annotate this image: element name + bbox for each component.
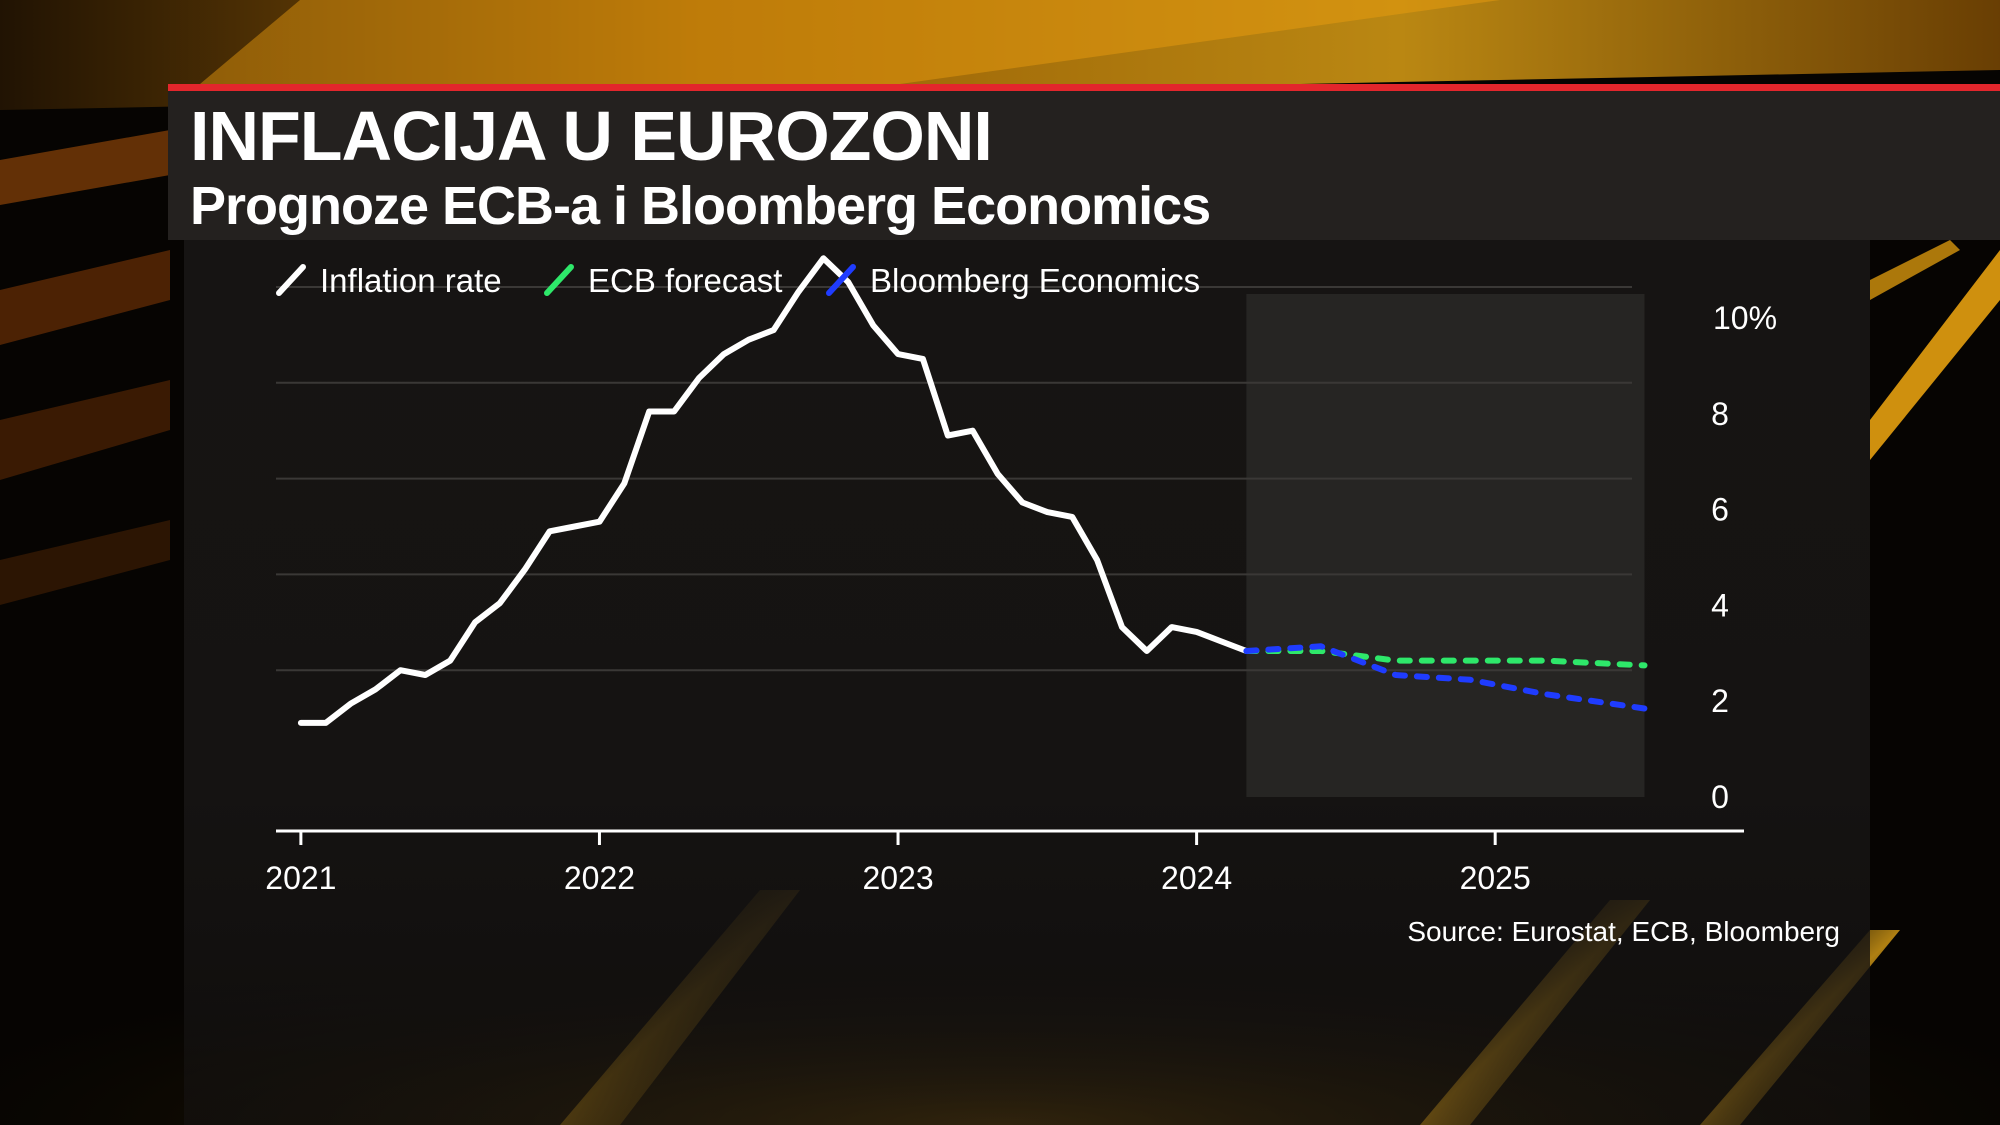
series-lines <box>297 255 1648 726</box>
y-axis-ticks: 0 2 4 6 8 10% <box>1711 300 1777 815</box>
y-tick-label-4: 4 <box>1711 587 1729 623</box>
gridlines <box>276 286 1632 672</box>
y-tick-label-10: 10% <box>1713 300 1777 336</box>
legend-label-inflation-rate: Inflation rate <box>320 262 502 299</box>
x-tick-label-2024: 2024 <box>1161 860 1232 896</box>
legend-swatch-inflation-rate <box>276 264 306 296</box>
y-tick-label-2: 2 <box>1711 683 1729 719</box>
legend-label-ecb-forecast: ECB forecast <box>588 262 782 299</box>
legend-swatch-bloomberg-economics <box>826 264 856 296</box>
legend: Inflation rate ECB forecast Bloomberg Ec… <box>276 262 1200 299</box>
legend-item-ecb-forecast: ECB forecast <box>544 262 782 299</box>
y-tick-label-8: 8 <box>1711 396 1729 432</box>
series-line-ecb-forecast <box>1243 648 1648 669</box>
forecast-period-band <box>1246 294 1645 797</box>
legend-swatch-ecb-forecast <box>544 264 574 296</box>
series-line-inflation-rate <box>297 255 1250 726</box>
legend-item-inflation-rate: Inflation rate <box>276 262 502 299</box>
x-tick-label-2021: 2021 <box>265 860 336 896</box>
legend-item-bloomberg-economics: Bloomberg Economics <box>826 262 1200 299</box>
x-axis-ticks: 2021 2022 2023 2024 2025 <box>265 831 1531 896</box>
source-note: Source: Eurostat, ECB, Bloomberg <box>1407 916 1840 947</box>
x-tick-label-2022: 2022 <box>564 860 635 896</box>
header-banner: INFLACIJA U EUROZONI Prognoze ECB-a i Bl… <box>168 84 2000 240</box>
chart-subtitle: Prognoze ECB-a i Bloomberg Economics <box>190 176 1211 236</box>
y-tick-label-0: 0 <box>1711 779 1729 815</box>
y-tick-label-6: 6 <box>1711 492 1729 528</box>
x-tick-label-2023: 2023 <box>862 860 933 896</box>
chart-title: INFLACIJA U EUROZONI <box>190 97 993 175</box>
legend-label-bloomberg-economics: Bloomberg Economics <box>870 262 1200 299</box>
x-tick-label-2025: 2025 <box>1460 860 1531 896</box>
